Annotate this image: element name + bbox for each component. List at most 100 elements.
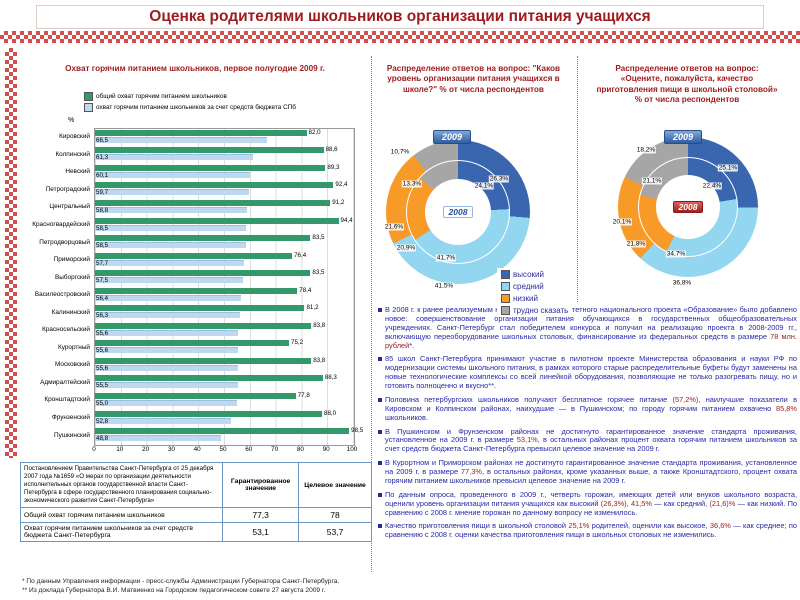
bar-row: Петроградский 92,4 59,7 [22,181,368,197]
bar-budget: 55,6 [95,347,239,355]
bar-total: 83,8 [95,357,325,364]
legend-item: высокий [501,270,568,279]
bar-budget: 52,8 [95,417,232,425]
bar-total-value: 81,2 [306,304,319,312]
bar-budget: 59,7 [95,189,250,196]
district-label: Петроградский [45,185,90,193]
bar-budget-value: 58,5 [96,242,109,250]
bar-row: Пушкинский 98,5 48,8 [22,427,368,443]
bullet-item: В 2008 г. к ранее реализуемым направлени… [378,305,797,350]
bar-row: Василеостровский 78,4 56,4 [22,287,368,303]
standards-table: Постановлением Правительства Санкт-Петер… [19,461,372,543]
bar-total-value: 75,2 [291,339,304,347]
bullet-item: По данным опроса, проведенного в 2009 г.… [378,490,797,518]
legend-item: низкий [501,294,568,303]
bar-total-value: 83,5 [312,269,325,277]
bar-budget-value: 52,8 [96,417,109,425]
donut-quality: 2008 2009 25,1% 36,8% 20,1% 18,2% 22,4% 34,7%… [578,130,796,366]
section-divider-right [577,56,578,302]
bar-group: 88,0 52,8 [94,409,353,425]
footnotes: * По данным Управления информации - прес… [22,577,339,595]
district-label: Кронштадтский [44,396,90,404]
year-2009-badge: 2009 [664,130,703,144]
donut-value-label: 36,8% [671,279,693,287]
bar-total-value: 98,5 [351,427,364,435]
bar-total: 88,3 [95,374,337,382]
donut-value-label: 13,3% [401,180,423,188]
bar-budget-value: 57,5 [96,277,109,285]
legend-swatch [501,270,510,279]
footnote: ** Из доклада Губернатора В.И. Матвиенко… [22,587,326,595]
x-tick-label: 50 [219,446,227,453]
donut-legend: высокий средний низкий трудно сказать [497,268,573,317]
bar-budget: 57,5 [95,277,244,285]
bar-row: Калининский 81,2 56,3 [22,304,368,320]
donut-value-label: 24,1% [473,182,495,190]
donut-value-label: 10,7% [389,148,411,156]
bar-total-value: 82,0 [308,128,321,136]
bullet-marker [378,357,382,362]
decorative-checker-strip-left [5,48,17,458]
district-label: Московский [54,361,90,369]
column-header-target: Целевое значение [298,461,372,509]
district-label: Кировский [59,133,90,141]
bar-total-value: 89,3 [327,163,340,171]
page-title: Оценка родителями школьников организации… [36,5,764,29]
legend-swatch [501,282,510,291]
bar-group: 81,2 56,3 [94,304,353,319]
bar-group: 94,4 58,5 [94,217,353,232]
district-label: Красногвардейский [32,221,90,228]
bar-chart-legend: общий охват горячим питанием школьников о… [84,92,296,112]
donut-value-label: 20,9% [395,244,417,252]
district-label: Колпинский [55,150,90,158]
donut-value-label: 18,2% [635,146,657,154]
bar-row: Петродворцовый 83,5 58,5 [22,234,368,250]
target-value: 53,7 [298,522,372,543]
bar-total-value: 88,0 [324,409,337,417]
bar-row: Невский 89,3 60,1 [22,164,368,180]
district-label: Калининский [51,308,90,316]
legend-item: охват горячим питанием школьников за сче… [84,103,296,112]
bar-budget-value: 55,6 [96,364,109,372]
x-tick-label: 40 [193,446,201,453]
bar-budget-value: 48,8 [96,435,109,443]
year-2008-badge: 2008 [442,206,474,218]
bar-budget: 60,1 [95,171,251,179]
x-tick-label: 30 [167,446,175,453]
legend-item: средний [501,282,568,291]
district-label: Выборгский [55,273,90,281]
legend-swatch [501,306,510,315]
guaranteed-value: 77,3 [222,507,300,524]
bar-total: 98,5 [95,427,363,435]
year-2008-badge: 2008 [672,201,704,213]
bar-budget-value: 55,0 [96,399,109,407]
bar-total: 78,4 [95,287,311,294]
bar-budget-value: 61,3 [96,154,109,162]
bar-budget-value: 66,5 [96,136,109,144]
bar-budget: 48,8 [95,435,221,443]
donut-value-label: 21,8% [625,240,647,248]
legend-label: трудно сказать [513,306,569,315]
bar-total: 77,8 [95,392,310,399]
bar-total-value: 83,8 [313,321,326,329]
legend-label: высокий [513,270,544,279]
legend-label: низкий [513,294,538,303]
x-tick-label: 10 [116,446,124,453]
x-tick-label: 100 [346,446,358,453]
bar-budget-value: 58,5 [96,224,109,232]
bar-budget-value: 55,6 [96,347,109,355]
bar-budget: 55,6 [95,329,239,337]
bullet-item: В Пушкинском и Фрунзенском районах не до… [378,427,797,455]
bar-group: 88,6 61,3 [94,146,353,162]
x-tick-label: 90 [322,446,330,453]
district-label: Центральный [49,203,90,211]
bullet-item: Половина петербургских школьников получа… [378,395,797,423]
legend-swatch [84,103,93,112]
legend-label: общий охват горячим питанием школьников [96,93,227,100]
x-tick-label: 80 [296,446,304,453]
donut-quality-title: Распределение ответов на вопрос: «Оценит… [596,64,778,104]
district-label: Красносельский [42,326,90,334]
bar-rows: Кировский 82,0 66,5 Колпинский 88,6 61,3 Невск… [22,128,368,444]
bullet-marker [378,308,382,312]
